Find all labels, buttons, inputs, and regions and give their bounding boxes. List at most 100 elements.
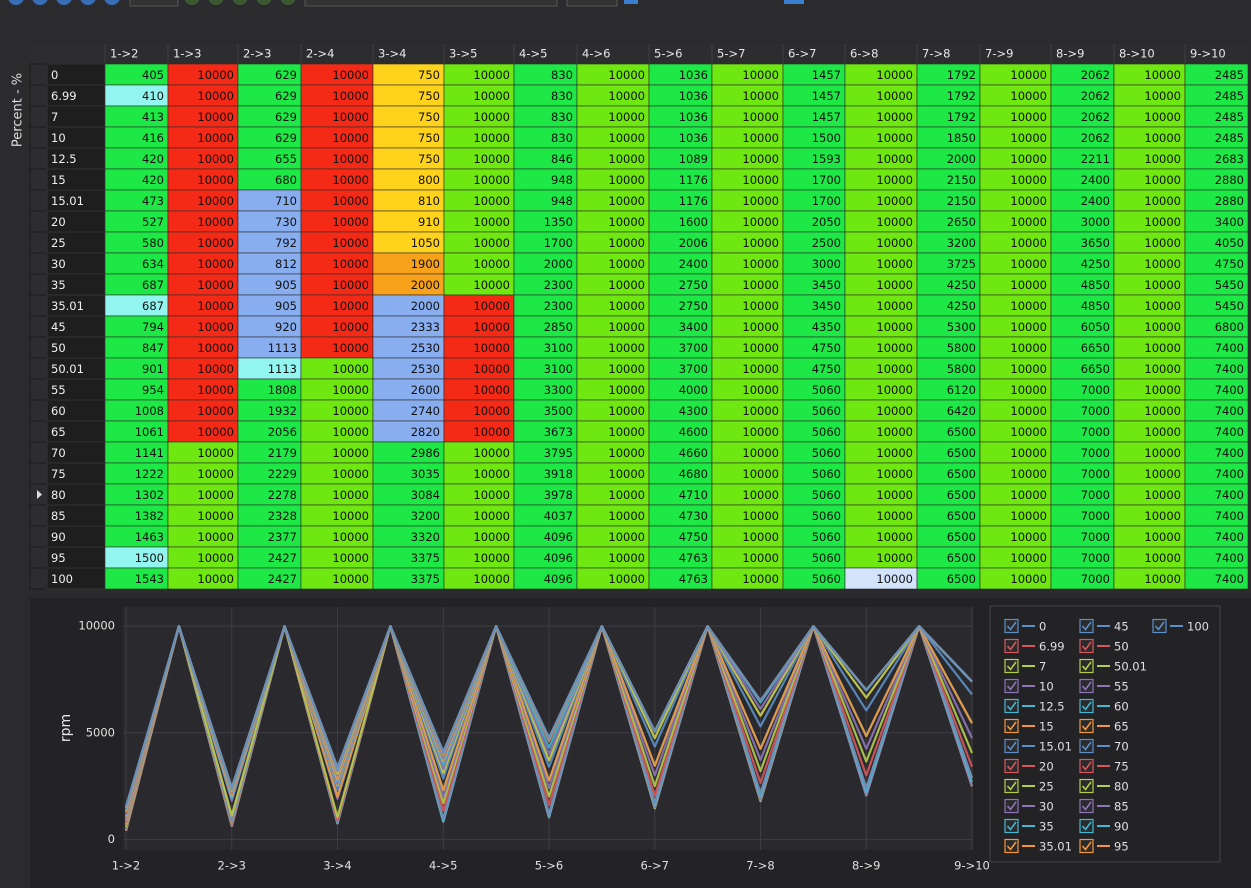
legend-label: 35	[1039, 820, 1054, 834]
cell-value: 10000	[742, 278, 779, 292]
cell-value: 10000	[197, 551, 234, 565]
legend-checkbox[interactable]	[1079, 638, 1094, 654]
cell-value: 10000	[473, 551, 510, 565]
legend-checkbox[interactable]	[1079, 618, 1094, 634]
legend-checkbox[interactable]	[1004, 658, 1019, 674]
toolbar-button[interactable]	[56, 0, 72, 5]
legend-check	[1006, 641, 1017, 651]
row-selector	[29, 399, 48, 422]
cell-value: 4750	[812, 341, 841, 355]
x-tick-label: 8->9	[852, 859, 880, 873]
cell-value: 4680	[679, 467, 708, 481]
cell-value: 10000	[197, 383, 234, 397]
legend-check	[1154, 621, 1165, 631]
toolbar-input[interactable]	[129, 0, 179, 7]
toolbar-button[interactable]	[104, 0, 120, 5]
legend-checkbox[interactable]	[1079, 658, 1094, 674]
legend-checkbox[interactable]	[1004, 698, 1019, 714]
legend-label: 6.99	[1039, 640, 1065, 654]
cell-value: 10000	[608, 110, 645, 124]
cell-value: 830	[551, 89, 573, 103]
cell-value: 3100	[544, 362, 573, 376]
cell-value: 416	[142, 131, 164, 145]
legend-check	[1081, 621, 1092, 631]
cell-value: 10000	[197, 362, 234, 376]
cell-value: 3320	[411, 530, 440, 544]
cell-value: 1600	[679, 215, 708, 229]
toolbar-button[interactable]	[80, 0, 96, 5]
cell-value: 410	[142, 89, 164, 103]
cell-value: 4750	[1215, 257, 1244, 271]
column-header: 3->5	[449, 47, 477, 61]
cell-value: 10000	[1144, 194, 1181, 208]
cell-value: 10000	[1010, 110, 1047, 124]
toolbar-button[interactable]	[8, 0, 24, 5]
cell-value: 10000	[332, 425, 369, 439]
toolbar-button[interactable]	[784, 0, 804, 4]
cell-value: 4096	[544, 551, 573, 565]
cell-value: 10000	[1010, 152, 1047, 166]
cell-value: 4300	[679, 404, 708, 418]
toolbar-button[interactable]	[208, 0, 224, 5]
cell[interactable]	[1184, 567, 1249, 590]
row-label: 25	[51, 236, 66, 250]
toolbar-button[interactable]	[280, 0, 296, 5]
cell-value: 4096	[544, 530, 573, 544]
legend-checkbox[interactable]	[1079, 838, 1094, 854]
cell-value: 10000	[473, 383, 510, 397]
cell-value: 3035	[411, 467, 440, 481]
legend-checkbox[interactable]	[1004, 638, 1019, 654]
column-header: 7->9	[985, 47, 1013, 61]
row-label: 65	[51, 425, 66, 439]
legend-checkbox[interactable]	[1004, 778, 1019, 794]
toolbar-button[interactable]	[32, 0, 48, 5]
legend-check	[1006, 801, 1017, 811]
legend-checkbox[interactable]	[1152, 618, 1167, 634]
cell-value: 4037	[544, 509, 573, 523]
cell-value: 6650	[1081, 362, 1110, 376]
cell-value: 5060	[812, 425, 841, 439]
cell-value: 7400	[1215, 341, 1244, 355]
cell-value: 10000	[1144, 173, 1181, 187]
legend-checkbox[interactable]	[1079, 778, 1094, 794]
toolbar-input[interactable]	[566, 0, 618, 7]
row-selector	[29, 378, 48, 401]
toolbar-button[interactable]	[184, 0, 200, 5]
cell-value: 10000	[608, 572, 645, 586]
cell-value: 10000	[876, 236, 913, 250]
legend-checkbox[interactable]	[1004, 738, 1019, 754]
legend-checkbox[interactable]	[1079, 678, 1094, 694]
legend-checkbox[interactable]	[1004, 758, 1019, 774]
cell-value: 10000	[742, 299, 779, 313]
legend-checkbox[interactable]	[1079, 758, 1094, 774]
cell-value: 5060	[812, 446, 841, 460]
cell-value: 6500	[947, 467, 976, 481]
cell-value: 2000	[411, 299, 440, 313]
legend-checkbox[interactable]	[1079, 738, 1094, 754]
legend-checkbox[interactable]	[1079, 698, 1094, 714]
cell-value: 2062	[1081, 68, 1110, 82]
legend-checkbox[interactable]	[1004, 798, 1019, 814]
cell-value: 10000	[1010, 194, 1047, 208]
legend-checkbox[interactable]	[1079, 798, 1094, 814]
legend-checkbox[interactable]	[1079, 818, 1094, 834]
legend-checkbox[interactable]	[1004, 718, 1019, 734]
toolbar-button[interactable]	[232, 0, 248, 5]
legend-checkbox[interactable]	[1004, 618, 1019, 634]
legend-checkbox[interactable]	[1079, 718, 1094, 734]
cell-value: 830	[551, 131, 573, 145]
cell-value: 10000	[473, 488, 510, 502]
cell-value: 10000	[608, 551, 645, 565]
legend-checkbox[interactable]	[1004, 838, 1019, 854]
toolbar-input[interactable]	[304, 0, 558, 7]
cell-value: 10000	[332, 446, 369, 460]
legend-checkbox[interactable]	[1004, 818, 1019, 834]
legend-check	[1081, 721, 1092, 731]
toolbar-button[interactable]	[624, 0, 638, 4]
row-selector	[29, 210, 48, 233]
legend-checkbox[interactable]	[1004, 678, 1019, 694]
cell-value: 10000	[876, 131, 913, 145]
row-label: 80	[51, 488, 66, 502]
toolbar-button[interactable]	[256, 0, 272, 5]
